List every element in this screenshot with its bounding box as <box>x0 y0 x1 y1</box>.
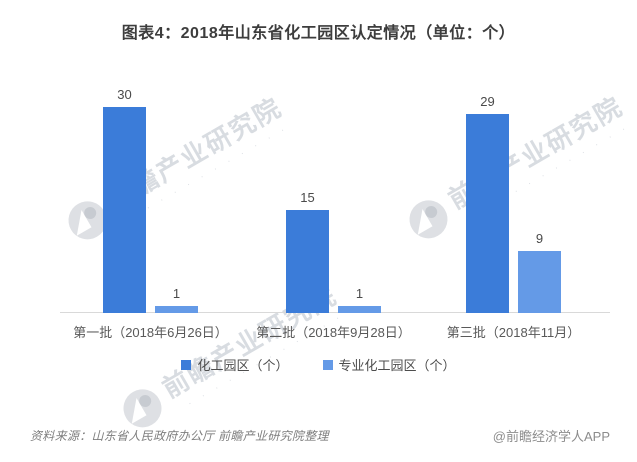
bar-value-label: 1 <box>172 286 181 301</box>
x-axis-line <box>60 312 610 313</box>
legend-label: 化工园区（个） <box>197 358 289 373</box>
plot-area: 30 1 15 1 29 9 <box>0 85 637 313</box>
bar-value-label: 9 <box>535 231 544 246</box>
bar-value-label: 29 <box>480 94 495 109</box>
bar-primary-group3 <box>466 114 509 313</box>
x-axis-labels: 第一批（2018年6月26日） 第二批（2018年9月28日） 第三批（2018年1… <box>0 313 637 343</box>
bar-secondary-group3 <box>518 251 561 313</box>
bar-primary-group2 <box>286 210 329 313</box>
bar-value-label: 1 <box>355 286 364 301</box>
x-axis-label: 第一批（2018年6月26日） <box>73 325 228 340</box>
x-axis-label: 第二批（2018年9月28日） <box>256 325 411 340</box>
credit-badge: @前瞻经济学人APP <box>492 429 610 444</box>
bar-value-label: 15 <box>300 190 315 205</box>
legend-item-secondary: 专业化工园区（个） <box>322 355 456 374</box>
bar-secondary-group2 <box>338 306 381 313</box>
legend-label: 专业化工园区（个） <box>338 358 456 373</box>
bar-value-label: 30 <box>117 87 132 102</box>
legend-swatch <box>181 359 192 370</box>
bar-primary-group1 <box>103 107 146 313</box>
source-note: 资料来源：山东省人民政府办公厅 前瞻产业研究院整理 <box>30 429 329 443</box>
chart-title: 图表4：2018年山东省化工园区认定情况（单位：个） <box>121 25 516 42</box>
bar-secondary-group1 <box>155 306 198 313</box>
legend: 化工园区（个） 专业化工园区（个） <box>0 355 637 374</box>
x-axis-label: 第三批（2018年11月） <box>446 325 581 340</box>
legend-item-primary: 化工园区（个） <box>181 355 289 374</box>
legend-swatch <box>322 359 333 370</box>
